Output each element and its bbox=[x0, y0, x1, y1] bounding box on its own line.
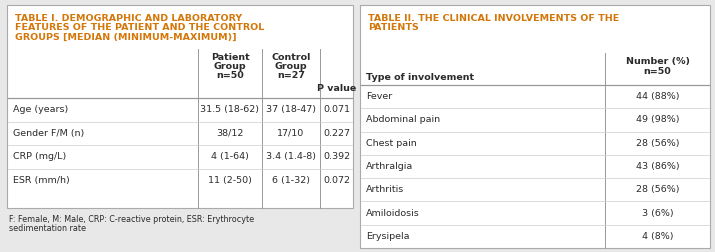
Text: 11 (2-50): 11 (2-50) bbox=[208, 176, 252, 185]
Text: 28 (56%): 28 (56%) bbox=[636, 139, 679, 148]
Text: 3.4 (1.4-8): 3.4 (1.4-8) bbox=[266, 152, 316, 161]
Text: 43 (86%): 43 (86%) bbox=[636, 162, 679, 171]
Text: 37 (18-47): 37 (18-47) bbox=[266, 105, 316, 114]
Text: 6 (1-32): 6 (1-32) bbox=[272, 176, 310, 185]
Text: Arthritis: Arthritis bbox=[366, 185, 404, 194]
Text: Number (%): Number (%) bbox=[626, 57, 689, 66]
Text: 28 (56%): 28 (56%) bbox=[636, 185, 679, 194]
Text: 4 (8%): 4 (8%) bbox=[642, 232, 674, 241]
Text: 49 (98%): 49 (98%) bbox=[636, 115, 679, 124]
Text: n=50: n=50 bbox=[644, 67, 671, 76]
Text: Arthralgia: Arthralgia bbox=[366, 162, 413, 171]
Text: Fever: Fever bbox=[366, 92, 393, 101]
Text: n=27: n=27 bbox=[277, 71, 305, 80]
Text: 38/12: 38/12 bbox=[217, 129, 244, 138]
Text: n=50: n=50 bbox=[216, 71, 244, 80]
Text: Abdominal pain: Abdominal pain bbox=[366, 115, 440, 124]
Text: CRP (mg/L): CRP (mg/L) bbox=[13, 152, 66, 161]
Text: PATIENTS: PATIENTS bbox=[368, 23, 419, 33]
Text: 3 (6%): 3 (6%) bbox=[641, 209, 674, 217]
Text: Group: Group bbox=[214, 62, 246, 71]
Text: ESR (mm/h): ESR (mm/h) bbox=[13, 176, 70, 185]
Text: Erysipela: Erysipela bbox=[366, 232, 410, 241]
Text: 44 (88%): 44 (88%) bbox=[636, 92, 679, 101]
Text: FEATURES OF THE PATIENT AND THE CONTROL: FEATURES OF THE PATIENT AND THE CONTROL bbox=[15, 23, 265, 33]
Text: TABLE I. DEMOGRAPHIC AND LABORATORY: TABLE I. DEMOGRAPHIC AND LABORATORY bbox=[15, 14, 242, 23]
Text: 0.392: 0.392 bbox=[323, 152, 350, 161]
Text: GROUPS [MEDIAN (MINIMUM-MAXIMUM)]: GROUPS [MEDIAN (MINIMUM-MAXIMUM)] bbox=[15, 33, 237, 42]
Text: Group: Group bbox=[275, 62, 307, 71]
Text: 0.227: 0.227 bbox=[323, 129, 350, 138]
Text: 4 (1-64): 4 (1-64) bbox=[211, 152, 249, 161]
Text: 31.5 (18-62): 31.5 (18-62) bbox=[200, 105, 260, 114]
Text: Gender F/M (n): Gender F/M (n) bbox=[13, 129, 84, 138]
Text: sedimentation rate: sedimentation rate bbox=[9, 224, 86, 233]
Text: Control: Control bbox=[271, 53, 311, 62]
Text: Age (years): Age (years) bbox=[13, 105, 68, 114]
Text: P value: P value bbox=[317, 84, 356, 93]
Text: Chest pain: Chest pain bbox=[366, 139, 417, 148]
Text: Amiloidosis: Amiloidosis bbox=[366, 209, 420, 217]
Text: TABLE II. THE CLINICAL INVOLVEMENTS OF THE: TABLE II. THE CLINICAL INVOLVEMENTS OF T… bbox=[368, 14, 619, 23]
Text: 0.072: 0.072 bbox=[323, 176, 350, 185]
Text: Type of involvement: Type of involvement bbox=[366, 73, 474, 82]
Text: 0.071: 0.071 bbox=[323, 105, 350, 114]
Text: Patient: Patient bbox=[211, 53, 250, 62]
Text: 17/10: 17/10 bbox=[277, 129, 305, 138]
Text: F: Female, M: Male, CRP: C-reactive protein, ESR: Erythrocyte: F: Female, M: Male, CRP: C-reactive prot… bbox=[9, 215, 254, 224]
